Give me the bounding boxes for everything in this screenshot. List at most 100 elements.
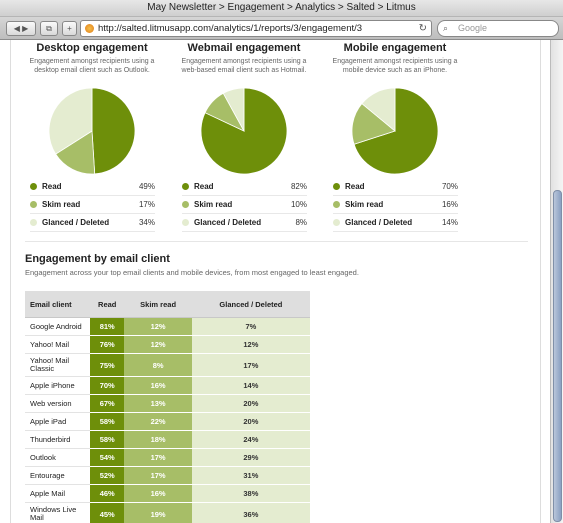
webmail-legend: Read 82% Skim read 10% Glanced / Deleted 8% [182, 178, 307, 232]
mobile-pie-chart [351, 87, 439, 175]
cell-client: Yahoo! Mail Classic [25, 353, 90, 377]
cell-read: 58% [90, 412, 125, 431]
legend-item-glanced: Glanced / Deleted 8% [182, 214, 307, 232]
legend-value: 10% [290, 200, 307, 209]
scrollbar-thumb[interactable] [553, 190, 562, 522]
legend-label: Skim read [194, 200, 233, 209]
pie-slice-read [91, 87, 136, 175]
client-section-desc: Engagement across your top email clients… [25, 268, 359, 277]
pie-slice-glanced-deleted [361, 87, 396, 132]
legend-label: Glanced / Deleted [42, 218, 110, 227]
cell-client: Yahoo! Mail [25, 335, 90, 354]
legend-value: 82% [290, 182, 307, 191]
address-bar[interactable]: http://salted.litmusapp.com/analytics/1/… [80, 20, 432, 37]
mobile-legend: Read 70% Skim read 16% Glanced / Deleted 14… [333, 178, 458, 232]
read-dot-icon [182, 183, 189, 190]
content-border-right [540, 40, 541, 523]
read-dot-icon [333, 183, 340, 190]
section-divider [25, 241, 528, 242]
legend-value: 8% [295, 218, 307, 227]
cell-glanced: 20% [191, 394, 310, 413]
legend-item-skim: Skim read 16% [333, 196, 458, 214]
legend-label: Read [194, 182, 214, 191]
pie-slice-read [353, 87, 439, 175]
table-row: Apple Mail 46% 16% 38% [25, 484, 310, 503]
table-row: Google Android 81% 12% 7% [25, 317, 310, 336]
legend-item-glanced: Glanced / Deleted 14% [333, 214, 458, 232]
client-section-title: Engagement by email client [25, 253, 170, 265]
header-glanced-deleted-label: Glanced / Deleted [219, 299, 283, 309]
legend-label: Read [345, 182, 365, 191]
pie-slice-skim-read [55, 130, 96, 175]
desktop-engagement-desc: Engagement amongst recipients using a de… [29, 58, 155, 74]
cell-read: 46% [90, 484, 125, 503]
reload-icon[interactable]: ↻ [418, 23, 427, 34]
header-skim-read: Skim read [124, 291, 192, 318]
cell-skim: 17% [124, 448, 192, 467]
legend-item-skim: Skim read 10% [182, 196, 307, 214]
cell-read: 70% [90, 376, 125, 395]
cell-skim: 16% [124, 376, 192, 395]
header-read: Read [90, 291, 125, 318]
cell-client: Apple iPhone [25, 376, 90, 395]
cell-glanced: 7% [191, 317, 310, 336]
cell-skim: 8% [124, 353, 192, 377]
glanced-dot-icon [333, 219, 340, 226]
legend-item-read: Read 49% [30, 178, 155, 196]
table-header-row: Email client Read Skim read Glanced / De… [25, 291, 310, 318]
pie-slice-glanced-deleted [48, 87, 93, 155]
cell-client: Web version [25, 394, 90, 413]
cell-skim: 18% [124, 430, 192, 449]
cell-skim: 17% [124, 466, 192, 485]
table-row: Thunderbird 58% 18% 24% [25, 430, 310, 449]
cell-read: 45% [90, 502, 125, 523]
cell-glanced: 31% [191, 466, 310, 485]
cell-read: 52% [90, 466, 125, 485]
add-bookmark-icon[interactable]: + [62, 21, 77, 36]
legend-value: 16% [441, 200, 458, 209]
pie-slice-glanced-deleted [222, 87, 245, 132]
legend-value: 49% [138, 182, 155, 191]
cell-skim: 13% [124, 394, 192, 413]
table-row: Yahoo! Mail 76% 12% 12% [25, 335, 310, 354]
webmail-engagement-desc: Engagement amongst recipients using a we… [181, 58, 307, 74]
cell-client: Google Android [25, 317, 90, 336]
legend-label: Skim read [345, 200, 384, 209]
table-row: Web version 67% 13% 20% [25, 394, 310, 413]
table-row: Outlook 54% 17% 29% [25, 448, 310, 467]
window-title: May Newsletter > Engagement > Analytics … [0, 0, 563, 17]
legend-item-read: Read 82% [182, 178, 307, 196]
vertical-scrollbar[interactable] [550, 40, 563, 523]
desktop-legend: Read 49% Skim read 17% Glanced / Deleted 34… [30, 178, 155, 232]
skim-dot-icon [30, 201, 37, 208]
address-url: http://salted.litmusapp.com/analytics/1/… [98, 23, 363, 34]
desktop-pie-chart [48, 87, 136, 175]
cell-client: Entourage [25, 466, 90, 485]
legend-item-read: Read 70% [333, 178, 458, 196]
cell-read: 58% [90, 430, 125, 449]
skim-dot-icon [182, 201, 189, 208]
legend-label: Glanced / Deleted [194, 218, 262, 227]
table-row: Windows Live Mail 45% 19% 36% [25, 502, 310, 523]
cell-read: 75% [90, 353, 125, 377]
table-row: Entourage 52% 17% 31% [25, 466, 310, 485]
cell-skim: 12% [124, 317, 192, 336]
cell-glanced: 20% [191, 412, 310, 431]
back-forward-buttons[interactable]: ◀ ▶ [6, 21, 36, 36]
legend-label: Glanced / Deleted [345, 218, 413, 227]
page-content: Desktop engagement Engagement amongst re… [0, 40, 551, 523]
cell-client: Thunderbird [25, 430, 90, 449]
cell-skim: 19% [124, 502, 192, 523]
tab-icon[interactable]: ⧉ [40, 21, 58, 36]
search-placeholder: Google [458, 23, 488, 33]
skim-dot-icon [333, 201, 340, 208]
favicon-icon [85, 24, 94, 33]
cell-read: 81% [90, 317, 125, 336]
search-input[interactable]: ⌕ Google [437, 20, 559, 37]
legend-value: 34% [138, 218, 155, 227]
webmail-engagement-title: Webmail engagement [187, 42, 301, 54]
cell-skim: 12% [124, 335, 192, 354]
legend-value: 70% [441, 182, 458, 191]
cell-client: Apple Mail [25, 484, 90, 503]
content-border-left [10, 40, 11, 523]
